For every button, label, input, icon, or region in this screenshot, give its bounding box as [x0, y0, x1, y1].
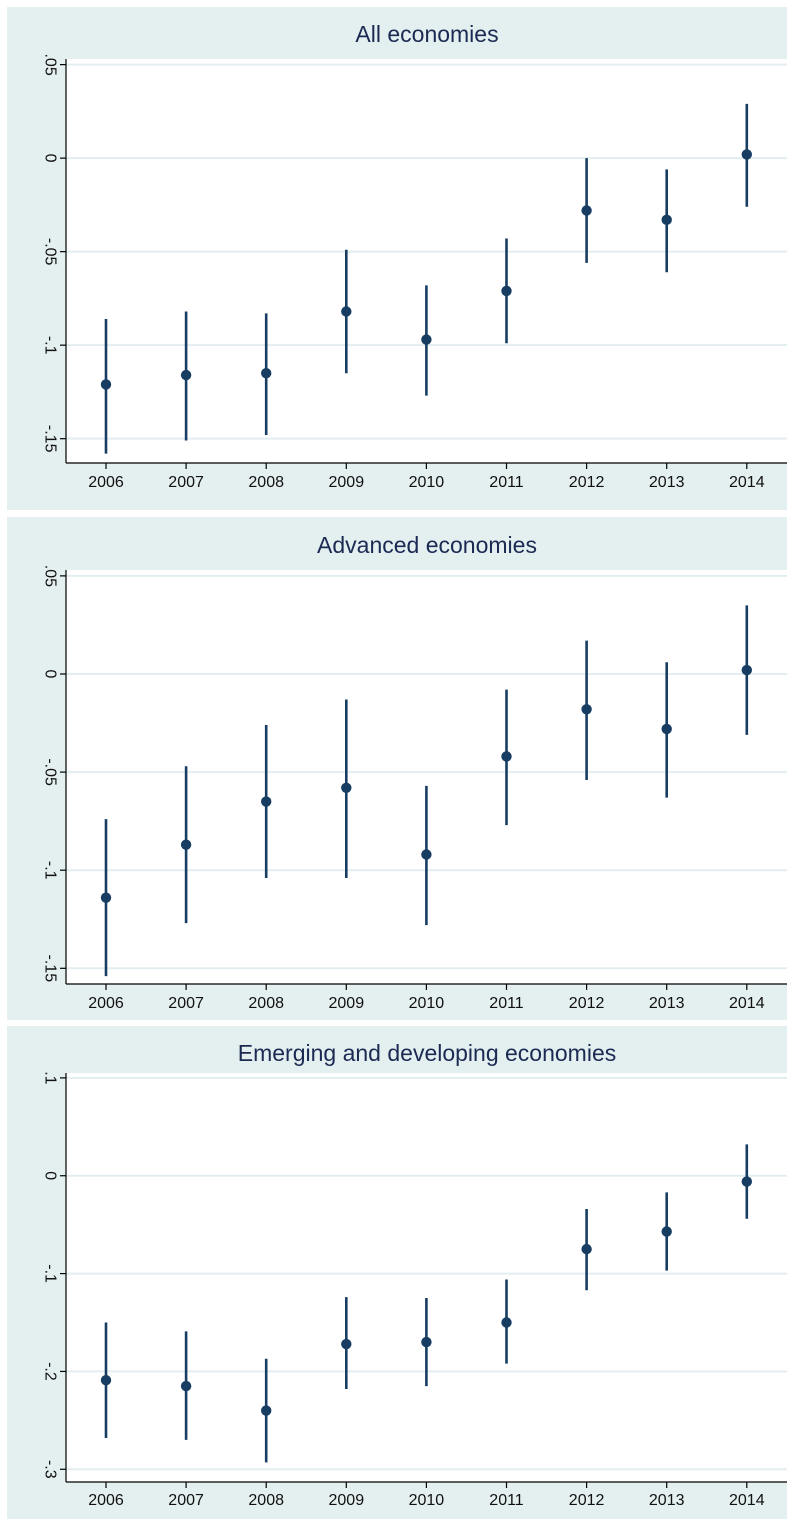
- x-tick-label: 2014: [729, 1492, 765, 1509]
- panel-all-economies: All economies .05 0 -.05 -.1 -.15 2006 2007 20…: [7, 7, 787, 510]
- plot-area: [66, 1073, 787, 1482]
- point-estimate: [261, 796, 272, 807]
- x-tick-label: 2014: [729, 474, 765, 491]
- panel-emerging-developing-economies: Emerging and developing economies .1 0 -.1…: [7, 1026, 787, 1519]
- y-tick-label: -.1: [42, 336, 59, 355]
- y-tick-label: 0: [42, 670, 59, 679]
- x-tick-label: 2007: [168, 474, 204, 491]
- x-tick-label: 2006: [88, 995, 124, 1012]
- point-estimate: [581, 704, 592, 715]
- x-tick-label: 2013: [649, 1492, 685, 1509]
- plot-area: [66, 59, 787, 463]
- point-estimate: [180, 839, 192, 850]
- x-tick-label: 2007: [168, 995, 204, 1012]
- x-tick-label: 2012: [569, 995, 605, 1012]
- y-tick-label: -.05: [42, 238, 59, 266]
- x-tick-label: 2006: [88, 474, 124, 491]
- x-axis: 2006 2007 2008 2009 2010 2011 2012 2013 2014: [66, 462, 787, 491]
- chart-advanced-economies: Advanced economies .050-.05-.1-.15 2006 2…: [7, 517, 787, 1020]
- point-estimate: [421, 334, 432, 345]
- point-estimate: [100, 1375, 112, 1386]
- point-estimate: [661, 214, 672, 226]
- point-estimate: [501, 751, 512, 762]
- point-estimate: [501, 285, 512, 297]
- chart-title: Emerging and developing economies: [238, 1040, 616, 1066]
- y-tick-label: .05: [42, 53, 59, 75]
- y-axis: .05 0 -.05 -.1 -.15: [42, 53, 67, 463]
- y-tick-label: .1: [42, 1071, 59, 1084]
- x-tick-label: 2013: [649, 474, 685, 491]
- y-tick-label: .05: [42, 565, 59, 587]
- y-tick-label: 0: [42, 154, 59, 163]
- y-tick-label: -.05: [42, 758, 59, 786]
- point-estimate: [421, 1336, 432, 1348]
- point-estimate: [100, 892, 112, 903]
- y-tick-label: -.15: [42, 955, 59, 983]
- x-tick-label: 2010: [409, 995, 445, 1012]
- point-estimate: [341, 306, 352, 317]
- y-tick-label: -.15: [42, 425, 59, 453]
- point-estimate: [661, 1226, 672, 1237]
- y-axis: .05 0 -.05 -.1 -.15: [42, 565, 67, 984]
- x-tick-label: 2008: [248, 1492, 284, 1509]
- x-tick-label: 2006: [88, 1492, 124, 1509]
- x-tick-label: 2014: [729, 995, 765, 1012]
- point-estimate: [581, 205, 592, 216]
- point-estimate: [341, 1338, 352, 1350]
- point-estimate: [501, 1317, 512, 1328]
- x-tick-label: 2012: [569, 1492, 605, 1509]
- point-estimate: [180, 369, 192, 381]
- point-estimate: [661, 723, 672, 735]
- y-tick-label: -.2: [42, 1362, 59, 1381]
- chart-all-economies: All economies .050-.05-.1-.15 2006 2007 20…: [7, 7, 787, 510]
- point-estimate: [261, 1405, 272, 1416]
- x-tick-label: 2009: [329, 1492, 365, 1509]
- x-tick-label: 2011: [489, 1492, 524, 1509]
- y-axis: .1 0 -.1 -.2 -.3: [42, 1071, 67, 1482]
- x-axis: 2006 2007 2008 2009 2010 2011 2012 2013 2014: [66, 1481, 787, 1509]
- x-tick-label: 2008: [248, 995, 284, 1012]
- panel-advanced-economies: Advanced economies .05 0 -.05 -.1 -.15 2006 2…: [7, 517, 787, 1020]
- x-tick-label: 2011: [489, 474, 524, 491]
- data-marks: [100, 1144, 752, 1463]
- point-estimate: [180, 1380, 192, 1392]
- y-tick-label: -.1: [42, 1264, 59, 1283]
- x-tick-label: 2010: [409, 474, 445, 491]
- x-axis: 2006 2007 2008 2009 2010 2011 2012 2013 2014: [66, 983, 787, 1012]
- y-tick-label: 0: [42, 1171, 59, 1180]
- point-estimate: [741, 149, 752, 160]
- x-tick-label: 2012: [569, 474, 605, 491]
- point-estimate: [100, 379, 112, 390]
- y-tick-label: -.3: [42, 1460, 59, 1479]
- data-marks: [100, 605, 752, 977]
- chart-title: All economies: [355, 21, 498, 47]
- data-marks: [100, 103, 752, 454]
- x-tick-label: 2009: [329, 995, 365, 1012]
- x-tick-label: 2010: [409, 1492, 445, 1509]
- point-estimate: [741, 664, 752, 676]
- x-tick-label: 2011: [489, 995, 524, 1012]
- chart-emerging-developing-economies: Emerging and developing economies .1 0 -.1…: [7, 1026, 787, 1519]
- point-estimate: [581, 1243, 592, 1255]
- chart-title: Advanced economies: [317, 532, 537, 558]
- x-tick-label: 2013: [649, 995, 685, 1012]
- point-estimate: [741, 1176, 752, 1187]
- point-estimate: [341, 782, 352, 793]
- y-tick-label: -.1: [42, 861, 59, 880]
- point-estimate: [261, 368, 272, 379]
- point-estimate: [421, 849, 432, 860]
- x-tick-label: 2008: [248, 474, 284, 491]
- x-tick-label: 2009: [329, 474, 365, 491]
- x-tick-label: 2007: [168, 1492, 204, 1509]
